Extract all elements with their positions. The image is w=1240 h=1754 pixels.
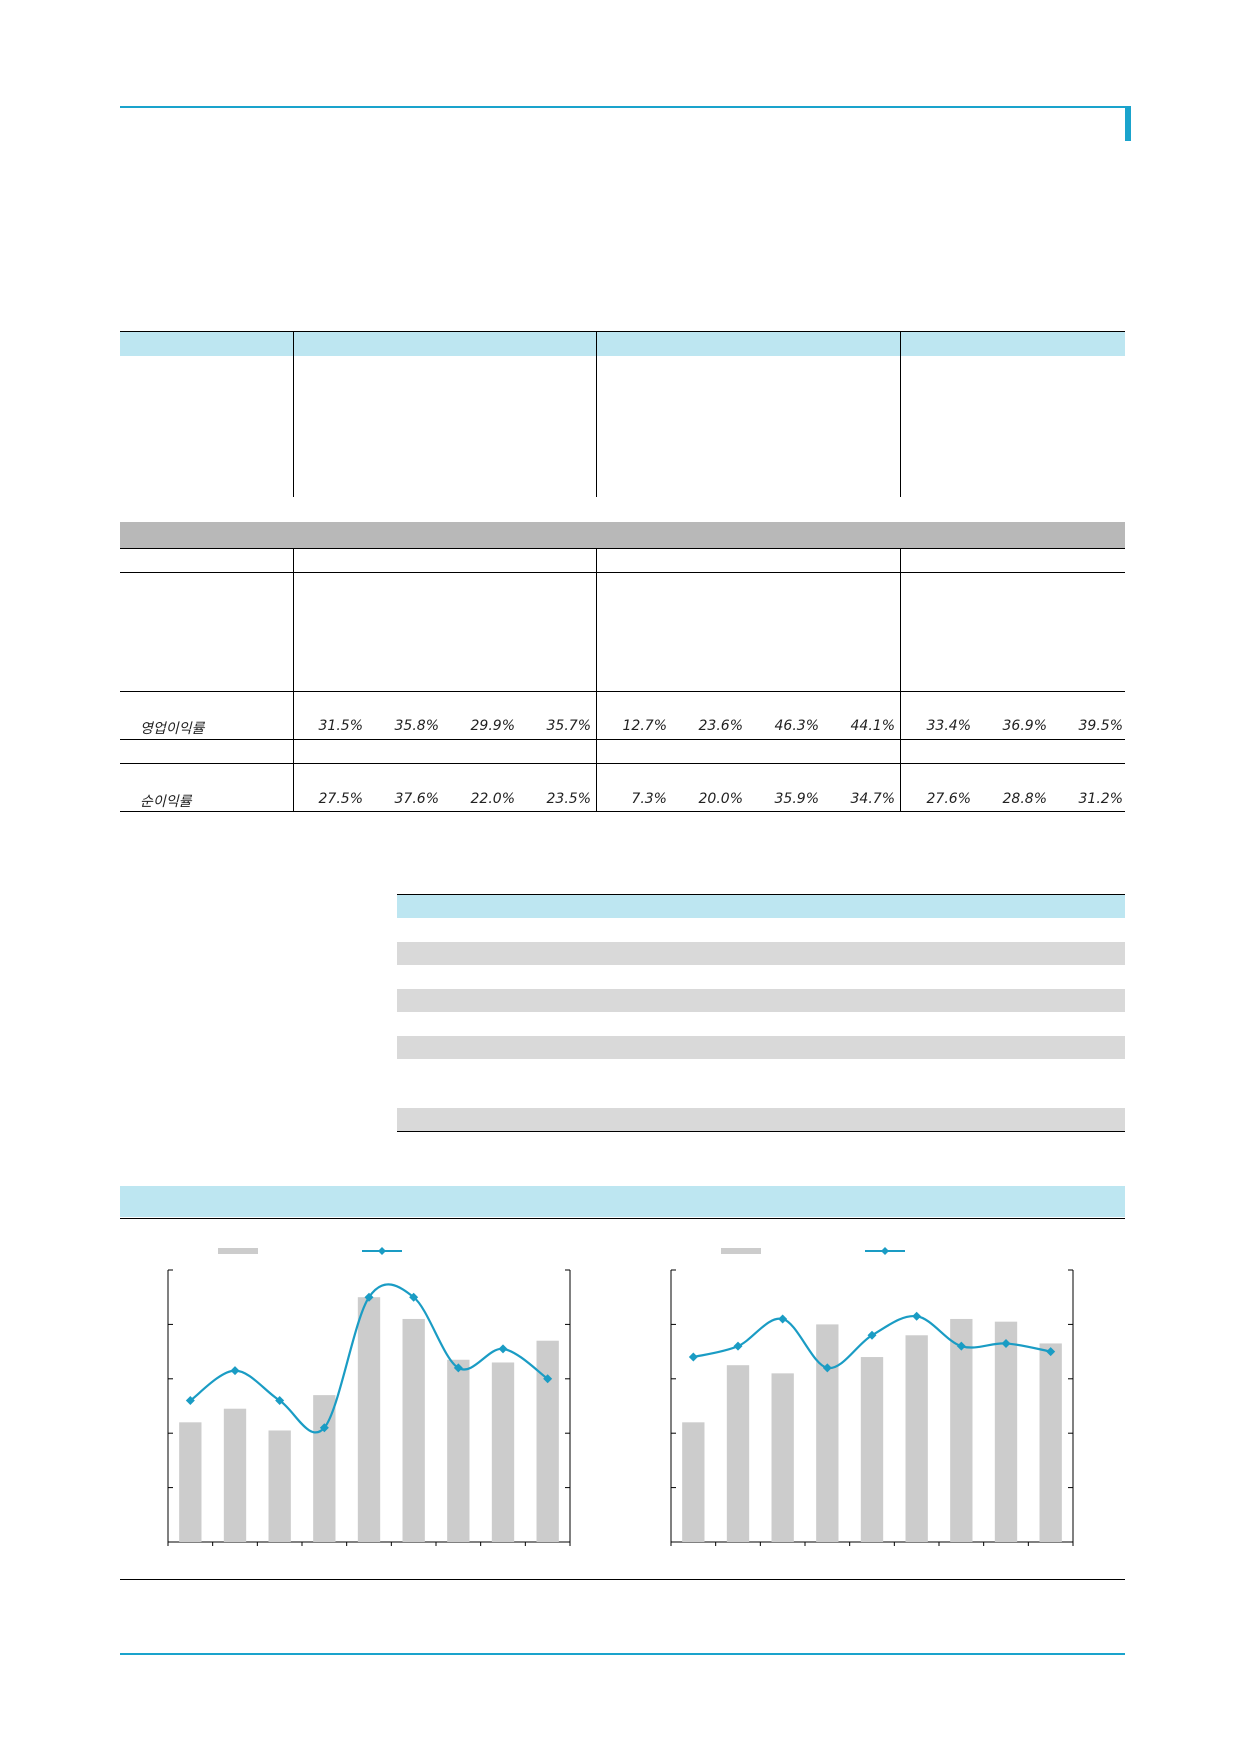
bar xyxy=(447,1359,470,1542)
chart-left xyxy=(167,1247,571,1546)
footer-rule xyxy=(120,1653,1125,1655)
table-cell: 36.9% xyxy=(1002,718,1047,734)
bar xyxy=(179,1422,202,1542)
table-row-band xyxy=(397,1036,1125,1059)
row-label-net-margin: 순이익률 xyxy=(140,794,192,810)
table-section-band xyxy=(120,522,1125,548)
line-point xyxy=(409,1292,419,1302)
bar xyxy=(402,1318,425,1542)
legend-bar-swatch xyxy=(218,1248,258,1254)
bar xyxy=(536,1340,559,1542)
line-point xyxy=(822,1363,832,1373)
table-cell: 22.0% xyxy=(470,791,515,807)
line-point xyxy=(230,1366,240,1376)
table-row-band xyxy=(397,989,1125,1012)
table-bottom-rule xyxy=(397,1131,1125,1132)
row-rule xyxy=(120,572,1125,573)
legend-line-marker xyxy=(378,1247,386,1255)
table-cell: 44.1% xyxy=(850,718,895,734)
charts-header-rule xyxy=(120,1218,1125,1219)
column-divider xyxy=(293,332,294,497)
bar xyxy=(1039,1343,1062,1542)
line-point xyxy=(453,1363,463,1373)
legend-bar-swatch xyxy=(721,1248,761,1254)
bar xyxy=(905,1335,928,1542)
bar xyxy=(950,1318,973,1542)
header-accent-mark xyxy=(1125,106,1131,141)
table-cell: 31.2% xyxy=(1078,791,1123,807)
table-cell: 23.6% xyxy=(698,718,743,734)
financial-table: 영업이익률 31.5% 35.8% 29.9% 35.7% 12.7% 23.6… xyxy=(0,0,1240,830)
table-cell: 46.3% xyxy=(774,718,819,734)
table-row-band xyxy=(397,1108,1125,1131)
legend-line-marker xyxy=(881,1247,889,1255)
line-point xyxy=(543,1374,553,1384)
row-rule xyxy=(120,691,1125,692)
table-top-rule xyxy=(120,331,1125,332)
header-rule xyxy=(120,106,1125,108)
table-cell: 27.5% xyxy=(318,791,363,807)
column-divider xyxy=(293,548,294,812)
table-cell: 29.9% xyxy=(470,718,515,734)
table-bottom-rule xyxy=(120,811,1125,812)
bar xyxy=(860,1357,884,1542)
secondary-table xyxy=(0,880,1240,1140)
chart-right xyxy=(670,1247,1074,1546)
table-cell: 35.7% xyxy=(546,718,591,734)
line-point xyxy=(867,1330,877,1340)
bar xyxy=(491,1362,515,1542)
table-cell: 31.5% xyxy=(318,718,363,734)
table-cell: 33.4% xyxy=(926,718,971,734)
bar xyxy=(268,1430,291,1542)
row-rule xyxy=(120,739,1125,740)
line-point xyxy=(1046,1347,1056,1357)
line-point xyxy=(364,1292,374,1302)
line-point xyxy=(688,1352,698,1362)
table-cell: 35.8% xyxy=(394,718,439,734)
table-cell: 12.7% xyxy=(622,718,667,734)
table-cell: 27.6% xyxy=(926,791,971,807)
line-point xyxy=(1001,1338,1011,1348)
line-point xyxy=(956,1341,966,1351)
table-cell: 28.8% xyxy=(1002,791,1047,807)
bar xyxy=(816,1324,839,1542)
line-point xyxy=(498,1344,508,1354)
bar xyxy=(994,1321,1018,1542)
line-point xyxy=(733,1341,743,1351)
table-cell: 7.3% xyxy=(631,791,667,807)
table-row-band xyxy=(397,942,1125,965)
bar xyxy=(771,1373,794,1542)
row-label-operating-margin: 영업이익률 xyxy=(140,721,205,737)
line-point xyxy=(319,1423,329,1433)
line-point xyxy=(778,1314,788,1324)
column-divider xyxy=(900,332,901,497)
bar xyxy=(682,1422,705,1542)
column-divider xyxy=(900,548,901,812)
table-header-band xyxy=(120,332,1125,356)
bar xyxy=(223,1408,247,1542)
table-cell: 23.5% xyxy=(546,791,591,807)
row-rule xyxy=(120,548,1125,549)
table-header-band xyxy=(397,895,1125,918)
table-cell: 39.5% xyxy=(1078,718,1123,734)
bar xyxy=(726,1365,750,1542)
charts-header-band xyxy=(120,1186,1125,1217)
table-cell: 35.9% xyxy=(774,791,819,807)
column-divider xyxy=(596,332,597,497)
column-divider xyxy=(596,548,597,812)
bar xyxy=(313,1395,336,1542)
line-point xyxy=(275,1396,285,1406)
table-cell: 37.6% xyxy=(394,791,439,807)
table-top-rule xyxy=(397,894,1125,895)
bar xyxy=(357,1297,381,1542)
line-point xyxy=(912,1311,922,1321)
line-point xyxy=(185,1396,195,1406)
table-cell: 20.0% xyxy=(698,791,743,807)
row-rule xyxy=(120,763,1125,764)
table-cell: 34.7% xyxy=(850,791,895,807)
charts-bottom-rule xyxy=(120,1579,1125,1580)
